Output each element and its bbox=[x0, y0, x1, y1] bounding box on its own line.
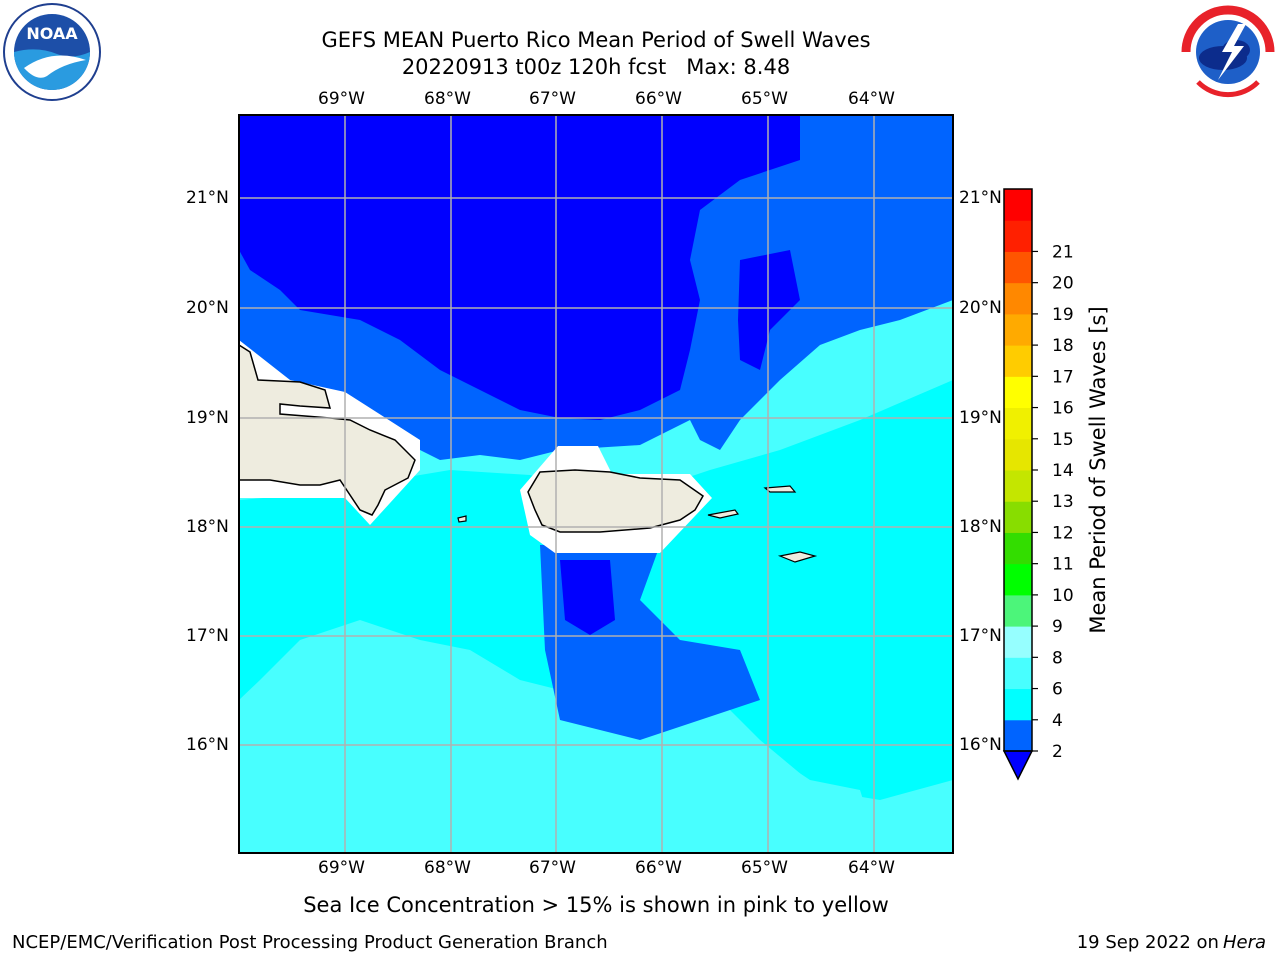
colorbar-tick-label: 15 bbox=[1052, 430, 1074, 450]
lat-label-right-20n: 20°N bbox=[959, 298, 1002, 318]
colorbar-tick-label: 9 bbox=[1052, 617, 1063, 637]
colorbar-tick-label: 13 bbox=[1052, 492, 1074, 512]
colorbar: 2 4 6 8 9 10 11 12 13 14 15 16 17 18 19 20 21 bbox=[1002, 188, 1074, 781]
colorbar-segment bbox=[1004, 657, 1032, 690]
colorbar-tick-label: 20 bbox=[1052, 274, 1074, 294]
lon-label-bottom-65w: 65°W bbox=[741, 858, 788, 878]
colorbar-segment bbox=[1004, 438, 1032, 471]
lon-label-top-66w: 66°W bbox=[635, 89, 682, 109]
map-frame bbox=[238, 114, 954, 854]
colorbar-segment bbox=[1004, 688, 1032, 721]
land-mona bbox=[457, 515, 467, 523]
colorbar-segment bbox=[1004, 407, 1032, 440]
lon-label-top-65w: 65°W bbox=[741, 89, 788, 109]
lat-label-left-19n: 19°N bbox=[186, 408, 229, 428]
swell-contour-deep-blue bbox=[239, 115, 800, 420]
colorbar-tick-label: 12 bbox=[1052, 523, 1074, 543]
colorbar-tick-label: 6 bbox=[1052, 680, 1063, 700]
lat-label-left-17n: 17°N bbox=[186, 626, 229, 646]
lon-label-bottom-68w: 68°W bbox=[424, 858, 471, 878]
colorbar-tick-label: 10 bbox=[1052, 586, 1074, 606]
lat-label-left-16n: 16°N bbox=[186, 735, 229, 755]
graticule bbox=[239, 115, 953, 853]
machine-name: Hera bbox=[1222, 932, 1266, 953]
noaa-logo-text: NOAA bbox=[26, 24, 78, 43]
colorbar-segment bbox=[1004, 470, 1032, 502]
lat-label-right-19n: 19°N bbox=[959, 408, 1002, 428]
colorbar-tick-label: 21 bbox=[1052, 242, 1074, 262]
sea-ice-note: Sea Ice Concentration > 15% is shown in … bbox=[303, 893, 889, 917]
land-st-croix bbox=[777, 551, 818, 563]
colorbar-segment bbox=[1004, 563, 1032, 596]
colorbar-tick-label: 19 bbox=[1052, 305, 1074, 325]
colorbar-segment bbox=[1004, 501, 1032, 533]
chart-subtitle: 20220913 t00z 120h fcst Max: 8.48 bbox=[236, 54, 956, 80]
lon-label-top-67w: 67°W bbox=[529, 89, 576, 109]
colorbar-segment bbox=[1004, 594, 1032, 627]
colorbar-tick-label: 14 bbox=[1052, 461, 1074, 481]
swell-contour-light-2 bbox=[690, 720, 953, 853]
swell-contour-light bbox=[239, 660, 560, 853]
land-vieques bbox=[707, 509, 740, 519]
colorbar-extend-arrow bbox=[1002, 750, 1034, 781]
land-puerto-rico bbox=[527, 469, 704, 533]
colorbar-segment bbox=[1004, 189, 1032, 221]
colorbar-tick-label: 2 bbox=[1052, 742, 1063, 762]
lon-label-bottom-69w: 69°W bbox=[318, 858, 365, 878]
lat-label-left-21n: 21°N bbox=[186, 188, 229, 208]
colorbar-segment bbox=[1004, 282, 1032, 315]
lon-label-bottom-67w: 67°W bbox=[529, 858, 576, 878]
colorbar-segment bbox=[1004, 719, 1032, 752]
lon-label-top-64w: 64°W bbox=[848, 89, 895, 109]
noaa-logo: NOAA bbox=[2, 2, 102, 102]
land-hispaniola bbox=[239, 344, 416, 516]
colorbar-tick-label: 18 bbox=[1052, 336, 1074, 356]
lat-label-right-21n: 21°N bbox=[959, 188, 1002, 208]
colorbar-label: Mean Period of Swell Waves [s] bbox=[1086, 306, 1110, 634]
lon-label-top-68w: 68°W bbox=[424, 89, 471, 109]
colorbar-segment bbox=[1004, 251, 1032, 284]
generation-date-text: 19 Sep 2022 on bbox=[1076, 932, 1219, 953]
colorbar-segment bbox=[1004, 313, 1032, 346]
chart-title: GEFS MEAN Puerto Rico Mean Period of Swe… bbox=[321, 28, 871, 52]
colorbar-segment bbox=[1004, 345, 1032, 377]
lon-label-bottom-66w: 66°W bbox=[635, 858, 682, 878]
max-value: Max: 8.48 bbox=[686, 55, 791, 79]
lat-label-left-20n: 20°N bbox=[186, 298, 229, 318]
colorbar-tick-label: 11 bbox=[1052, 555, 1074, 575]
colorbar-segment bbox=[1004, 220, 1032, 252]
branch-credit: NCEP/EMC/Verification Post Processing Pr… bbox=[12, 932, 608, 953]
swell-contour-deep-blue-east bbox=[738, 250, 800, 370]
colorbar-segment bbox=[1004, 626, 1032, 658]
colorbar-tick-label: 8 bbox=[1052, 648, 1063, 668]
nws-logo bbox=[1178, 2, 1278, 102]
colorbar-tick-label: 16 bbox=[1052, 399, 1074, 419]
lat-label-left-18n: 18°N bbox=[186, 517, 229, 537]
colorbar-segment bbox=[1004, 376, 1032, 409]
swell-contour-deep-blue-south bbox=[560, 560, 615, 635]
lat-label-right-18n: 18°N bbox=[959, 517, 1002, 537]
forecast-date: 20220913 t00z 120h fcst bbox=[401, 55, 667, 79]
colorbar-tick-label: 4 bbox=[1052, 711, 1063, 731]
colorbar-tick-label: 17 bbox=[1052, 367, 1074, 387]
lon-label-bottom-64w: 64°W bbox=[848, 858, 895, 878]
lat-label-right-16n: 16°N bbox=[959, 735, 1002, 755]
colorbar-segment bbox=[1004, 532, 1032, 565]
generation-date: 19 Sep 2022 on Hera bbox=[1077, 932, 1266, 954]
lon-label-top-69w: 69°W bbox=[318, 89, 365, 109]
lat-label-right-17n: 17°N bbox=[959, 626, 1002, 646]
